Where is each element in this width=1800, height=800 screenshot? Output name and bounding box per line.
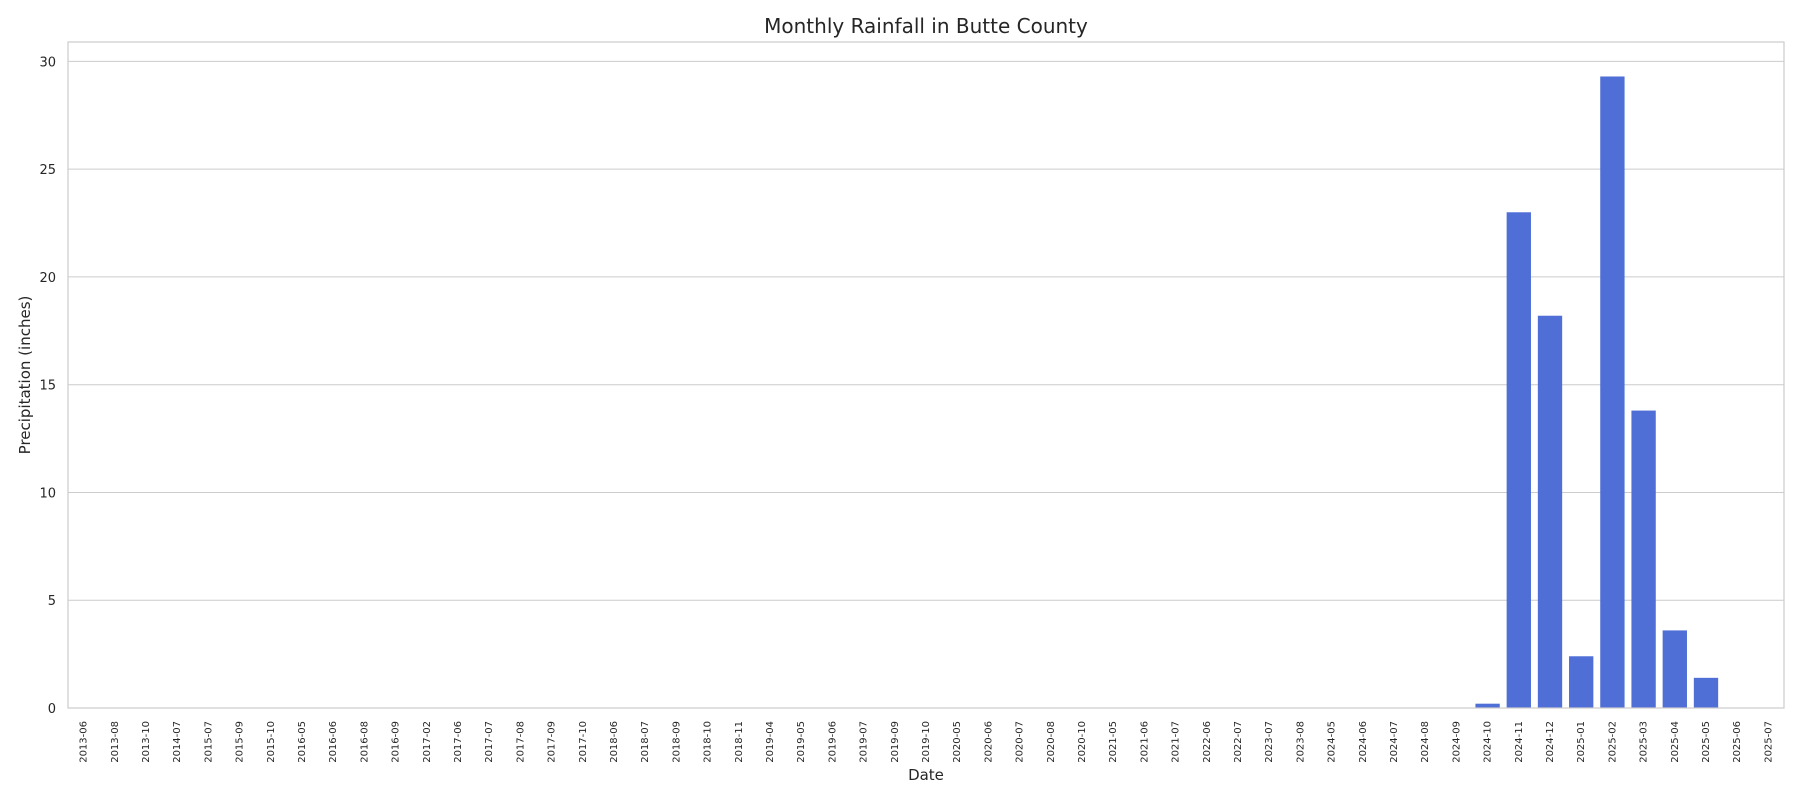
x-tick-label: 2025-04 xyxy=(1670,721,1681,763)
x-tick-label: 2016-09 xyxy=(391,721,402,763)
x-tick-label: 2023-07 xyxy=(1264,721,1275,763)
x-tick-label: 2022-07 xyxy=(1233,721,1244,763)
x-axis-label: Date xyxy=(908,766,944,784)
bar xyxy=(1569,656,1594,708)
x-tick-label: 2017-07 xyxy=(484,721,495,763)
x-tick-label: 2013-10 xyxy=(141,721,152,763)
x-tick-label: 2024-07 xyxy=(1389,721,1400,763)
x-tick-label: 2017-09 xyxy=(547,721,558,763)
x-tick-labels: 2013-06 2013-08 2013-10 2014-07 2015-07 2015-… xyxy=(79,721,1775,763)
x-tick-label: 2024-12 xyxy=(1545,721,1556,763)
x-tick-label: 2019-10 xyxy=(921,721,932,763)
x-tick-label: 2018-10 xyxy=(703,721,714,763)
x-tick-label: 2019-05 xyxy=(796,721,807,763)
x-tick-label: 2025-01 xyxy=(1576,721,1587,763)
y-tick-label: 0 xyxy=(48,702,56,717)
x-tick-label: 2024-08 xyxy=(1420,721,1431,763)
x-tick-label: 2023-08 xyxy=(1295,721,1306,763)
gridlines xyxy=(68,60,1784,709)
bars xyxy=(1475,76,1719,709)
y-tick-label: 5 xyxy=(48,594,56,609)
x-tick-label: 2021-05 xyxy=(1108,721,1119,763)
x-tick-label: 2014-07 xyxy=(172,721,183,763)
x-tick-label: 2021-07 xyxy=(1171,721,1182,763)
plot-frame xyxy=(67,41,1785,709)
bar xyxy=(1631,410,1656,708)
x-tick-label: 2018-07 xyxy=(640,721,651,763)
x-tick-label: 2025-07 xyxy=(1763,721,1774,763)
x-tick-label: 2018-06 xyxy=(609,721,620,763)
y-tick-label: 10 xyxy=(39,486,56,501)
x-tick-label: 2017-02 xyxy=(422,721,433,763)
x-tick-label: 2022-06 xyxy=(1202,721,1213,763)
x-tick-label: 2020-07 xyxy=(1015,721,1026,763)
x-tick-label: 2016-06 xyxy=(328,721,339,763)
bar xyxy=(1537,315,1563,708)
bar xyxy=(1662,630,1687,708)
x-tick-label: 2019-06 xyxy=(827,721,838,763)
x-tick-label: 2020-05 xyxy=(952,721,963,763)
y-tick-labels: 0 5 10 15 20 25 30 xyxy=(39,55,56,717)
x-tick-label: 2020-06 xyxy=(983,721,994,763)
x-tick-label: 2015-07 xyxy=(203,721,214,763)
x-tick-label: 2024-06 xyxy=(1358,721,1369,763)
x-tick-label: 2013-06 xyxy=(79,721,90,763)
x-tick-label: 2013-08 xyxy=(110,721,121,763)
x-tick-label: 2024-05 xyxy=(1327,721,1338,763)
bar xyxy=(1475,703,1500,708)
bar xyxy=(1506,212,1531,708)
x-tick-label: 2015-09 xyxy=(235,721,246,763)
x-tick-label: 2021-06 xyxy=(1139,721,1150,763)
x-tick-label: 2025-02 xyxy=(1607,721,1618,763)
x-tick-label: 2019-09 xyxy=(890,721,901,763)
x-tick-label: 2020-10 xyxy=(1077,721,1088,763)
y-tick-label: 15 xyxy=(39,379,56,394)
x-tick-label: 2016-08 xyxy=(359,721,370,763)
x-tick-label: 2025-03 xyxy=(1639,721,1650,763)
bar xyxy=(1600,76,1625,709)
x-tick-label: 2018-09 xyxy=(671,721,682,763)
x-tick-label: 2017-10 xyxy=(578,721,589,763)
x-tick-label: 2016-05 xyxy=(297,721,308,763)
x-tick-label: 2025-06 xyxy=(1732,721,1743,763)
x-tick-label: 2025-05 xyxy=(1701,721,1712,763)
bar xyxy=(1693,677,1719,708)
x-tick-label: 2020-08 xyxy=(1046,721,1057,763)
x-tick-label: 2015-10 xyxy=(266,721,277,763)
y-axis-label: Precipitation (inches) xyxy=(16,296,34,455)
x-tick-label: 2018-11 xyxy=(734,721,745,763)
x-tick-label: 2019-07 xyxy=(859,721,870,763)
y-tick-label: 30 xyxy=(39,55,56,70)
x-tick-label: 2017-08 xyxy=(515,721,526,763)
y-tick-label: 25 xyxy=(39,163,56,178)
x-tick-label: 2024-10 xyxy=(1483,721,1494,763)
x-tick-label: 2024-09 xyxy=(1451,721,1462,763)
chart-title: Monthly Rainfall in Butte County xyxy=(764,14,1088,38)
y-tick-label: 20 xyxy=(39,271,56,286)
x-tick-label: 2024-11 xyxy=(1514,721,1525,763)
x-tick-label: 2017-06 xyxy=(453,721,464,763)
x-tick-label: 2019-04 xyxy=(765,721,776,763)
